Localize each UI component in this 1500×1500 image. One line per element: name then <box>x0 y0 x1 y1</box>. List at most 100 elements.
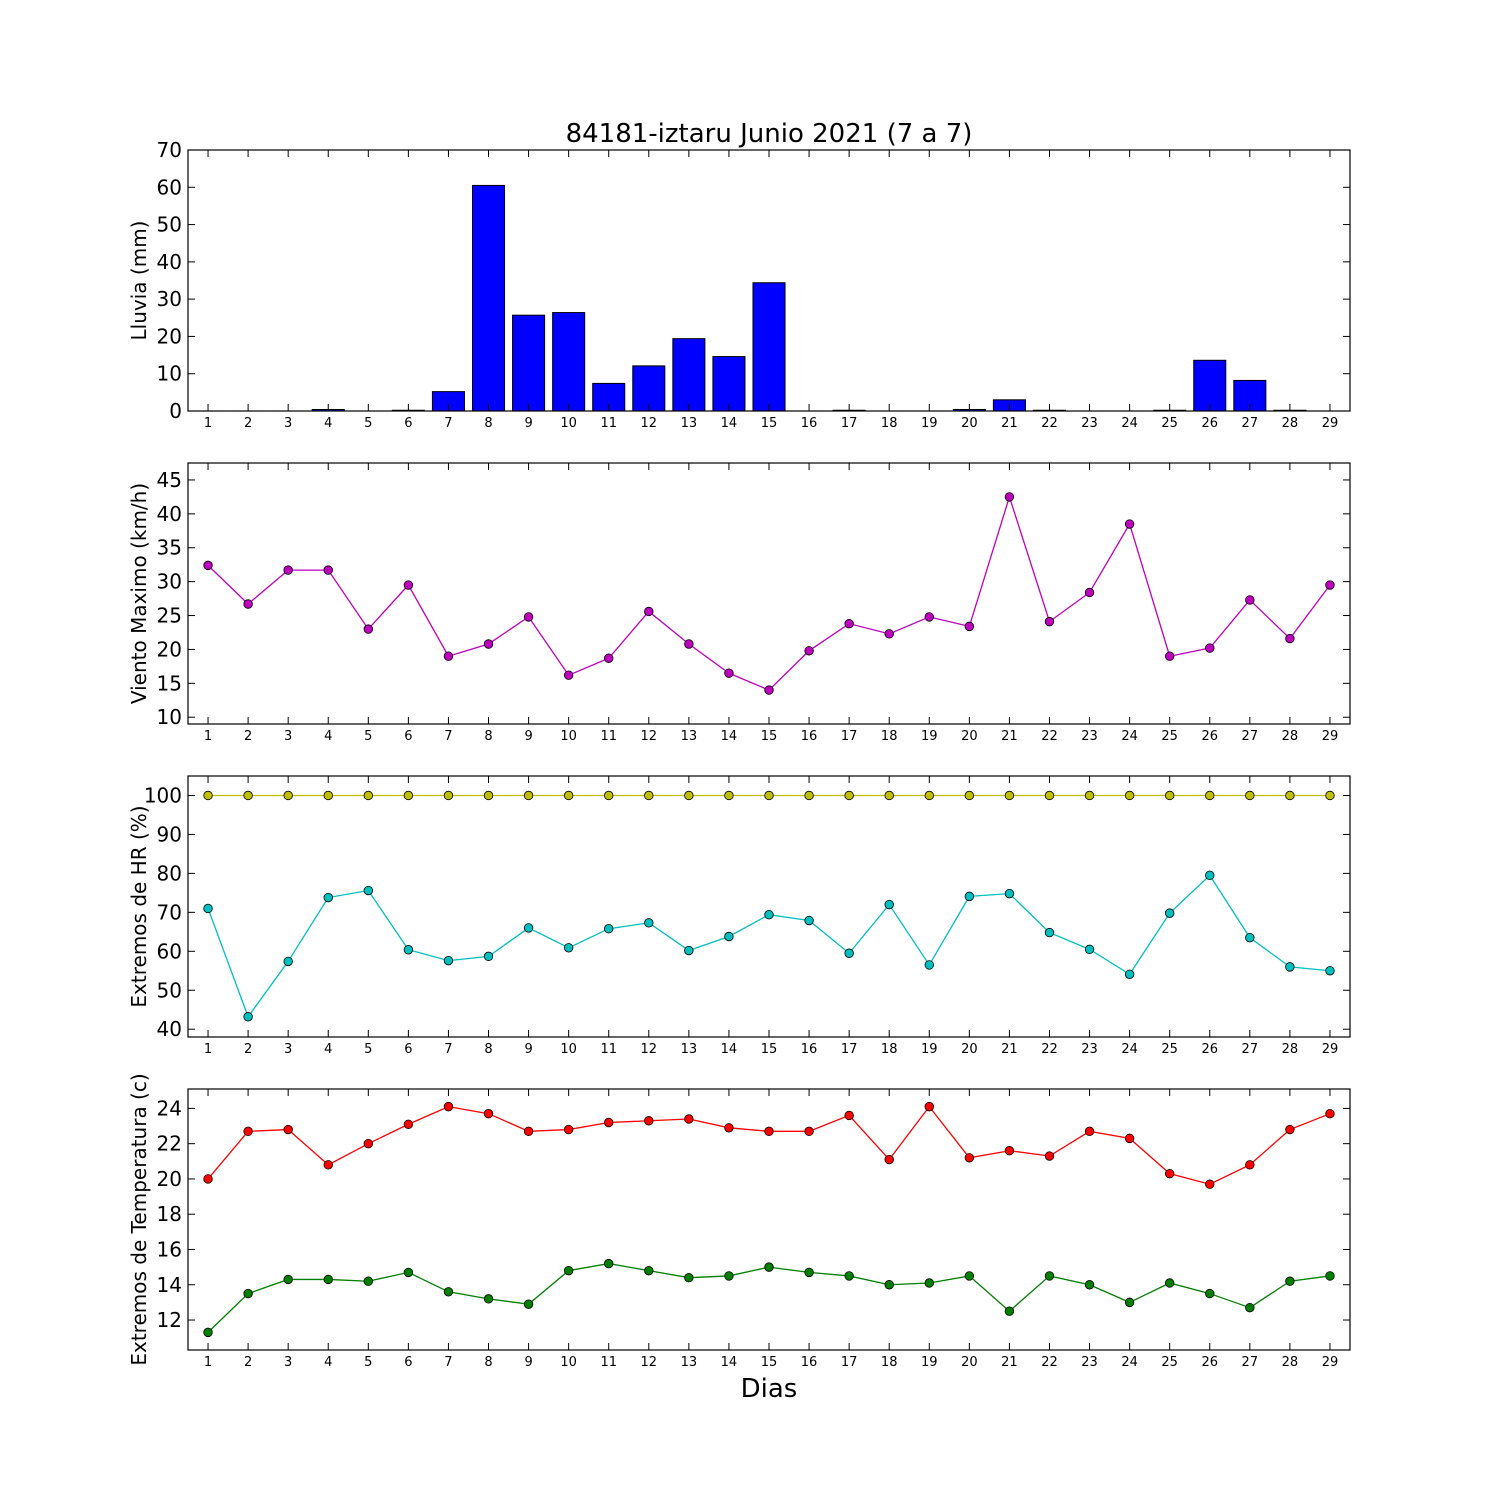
y-axis-label: Extremos de HR (%) <box>127 805 151 1007</box>
y-tick-label: 40 <box>157 250 182 274</box>
series-line-2 <box>207 1262 1331 1333</box>
point-s2-day-28 <box>1285 1276 1295 1286</box>
x-tick-label: 16 <box>801 1355 818 1370</box>
point-s1-day-1 <box>203 790 213 801</box>
point-s1-day-8 <box>483 790 494 801</box>
x-tick-label: 6 <box>404 729 412 744</box>
point-s2-day-12 <box>644 1265 654 1276</box>
point-s2-day-10 <box>563 943 574 953</box>
point-s1-day-27 <box>1245 1160 1255 1170</box>
point-s1-day-6 <box>403 1119 414 1129</box>
y-tick-label: 20 <box>157 324 182 348</box>
point-s1-day-19 <box>924 1101 934 1112</box>
x-tick-label: 16 <box>801 1042 818 1057</box>
x-tick-label: 15 <box>761 729 778 744</box>
x-tick-label: 26 <box>1201 1355 1218 1370</box>
x-tick-label: 4 <box>324 729 332 744</box>
x-tick-label: 20 <box>961 416 978 431</box>
x-tick-label: 2 <box>244 1355 252 1370</box>
point-s1-day-7 <box>443 651 454 661</box>
x-tick-label: 17 <box>841 1042 858 1057</box>
x-tick-label: 28 <box>1282 729 1299 744</box>
x-tick-label: 26 <box>1201 1042 1218 1057</box>
y-tick-label: 50 <box>157 978 182 1002</box>
x-tick-label: 1 <box>204 1042 212 1057</box>
point-s1-day-13 <box>684 1114 694 1124</box>
x-tick-label: 5 <box>364 1042 372 1057</box>
point-s2-day-11 <box>604 924 614 934</box>
point-s2-day-18 <box>884 1280 894 1290</box>
point-s2-day-27 <box>1245 1302 1255 1313</box>
point-s1-day-22 <box>1044 790 1055 801</box>
y-tick-label: 30 <box>157 570 182 594</box>
x-tick-label: 8 <box>484 1042 492 1057</box>
x-tick-label: 15 <box>761 1355 778 1370</box>
point-s1-day-8 <box>483 1108 494 1119</box>
x-tick-label: 25 <box>1161 729 1178 744</box>
x-tick-label: 2 <box>244 416 252 431</box>
x-tick-label: 8 <box>484 416 492 431</box>
x-tick-label: 28 <box>1282 1042 1299 1057</box>
y-tick-label: 30 <box>157 287 182 311</box>
series-line-1 <box>207 494 1331 691</box>
x-tick-label: 11 <box>600 1042 617 1057</box>
y-tick-label: 50 <box>157 213 182 237</box>
point-s1-day-24 <box>1124 790 1135 801</box>
x-tick-label: 6 <box>404 1355 412 1370</box>
point-s1-day-20 <box>964 621 975 632</box>
point-s1-day-3 <box>283 790 293 801</box>
point-s1-day-20 <box>964 1153 975 1163</box>
x-tick-label: 18 <box>881 729 898 744</box>
point-s1-day-1 <box>203 560 213 571</box>
x-tick-label: 16 <box>801 729 818 744</box>
y-axis-label: Extremos de Temperatura (c) <box>127 1073 151 1365</box>
x-tick-label: 22 <box>1041 1355 1058 1370</box>
x-tick-label: 25 <box>1161 416 1178 431</box>
point-s1-day-7 <box>443 1101 454 1112</box>
x-tick-label: 14 <box>721 729 738 744</box>
x-tick-label: 7 <box>444 1355 452 1370</box>
y-tick-label: 15 <box>157 671 182 695</box>
x-tick-label: 17 <box>841 1355 858 1370</box>
bar-day-14 <box>712 356 746 412</box>
x-tick-label: 6 <box>404 1042 412 1057</box>
point-s1-day-23 <box>1084 587 1095 598</box>
point-s1-day-11 <box>604 653 614 663</box>
point-s2-day-13 <box>684 945 694 956</box>
point-s1-day-6 <box>403 790 414 801</box>
y-tick-label: 14 <box>157 1273 182 1297</box>
x-tick-label: 3 <box>284 416 292 431</box>
y-tick-label: 0 <box>169 399 182 423</box>
point-s1-day-14 <box>724 668 734 678</box>
chart-title: 84181-iztaru Junio 2021 (7 a 7) <box>566 119 973 149</box>
point-s2-day-10 <box>563 1265 574 1276</box>
point-s2-day-20 <box>964 1271 975 1281</box>
point-s1-day-17 <box>844 1110 854 1121</box>
x-tick-label: 22 <box>1041 1042 1058 1057</box>
x-tick-label: 1 <box>204 1355 212 1370</box>
x-tick-label: 4 <box>324 1355 332 1370</box>
x-tick-label: 10 <box>560 1355 577 1370</box>
point-s1-day-25 <box>1164 1168 1175 1179</box>
x-tick-label: 15 <box>761 1042 778 1057</box>
point-s2-day-21 <box>1004 1306 1015 1316</box>
point-s2-day-29 <box>1325 1271 1335 1281</box>
point-s1-day-22 <box>1044 616 1055 627</box>
point-s1-day-19 <box>924 612 934 622</box>
x-tick-label: 19 <box>921 1042 938 1057</box>
point-s1-day-12 <box>644 1116 654 1126</box>
x-tick-label: 23 <box>1081 416 1098 431</box>
x-tick-label: 5 <box>364 729 372 744</box>
y-tick-label: 16 <box>157 1237 182 1261</box>
x-tick-label: 23 <box>1081 729 1098 744</box>
y-tick-label: 20 <box>157 1167 182 1191</box>
point-s2-day-15 <box>764 1262 774 1272</box>
point-s1-day-21 <box>1004 492 1015 502</box>
x-tick-label: 11 <box>600 1355 617 1370</box>
y-tick-label: 25 <box>157 604 182 628</box>
point-s2-day-9 <box>523 923 534 933</box>
x-tick-label: 18 <box>881 1355 898 1370</box>
